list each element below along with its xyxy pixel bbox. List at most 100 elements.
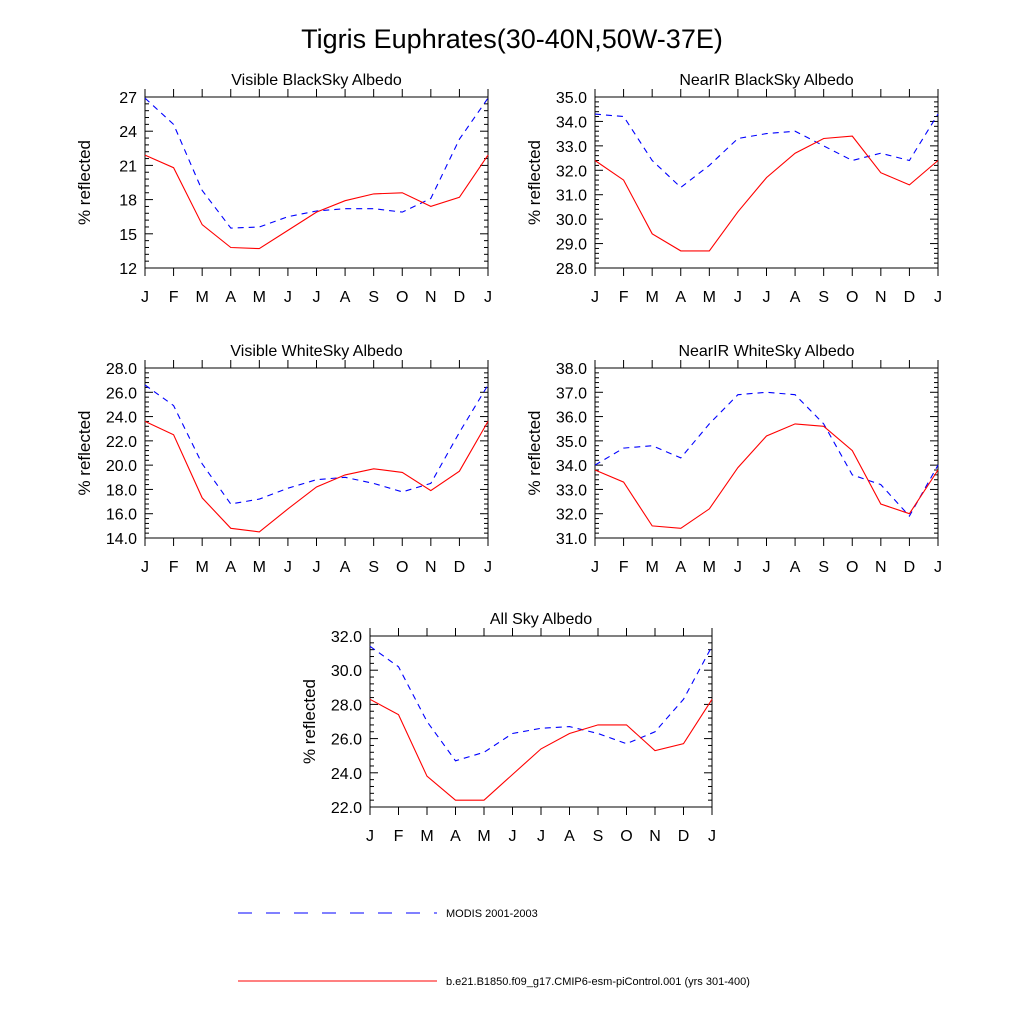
x-tick-label: J [537,828,545,845]
y-tick-label: 24.0 [106,410,137,427]
y-tick-label: 32.0 [556,507,587,524]
y-tick-label: 22.0 [106,434,137,451]
x-tick-label: O [620,828,632,845]
panel-title: NearIR BlackSky Albedo [679,72,853,89]
series-line-modis [144,384,489,505]
x-tick-label: F [619,289,629,306]
plot-frame [144,367,489,539]
x-tick-label: N [425,559,437,576]
series-line-model [594,135,939,252]
y-tick-label: 35.0 [556,434,587,451]
y-tick-label: 18.0 [106,482,137,499]
x-tick-label: J [591,289,599,306]
y-tick-label: 33.0 [556,139,587,156]
x-tick-label: M [703,559,716,576]
y-tick-label: 15 [119,227,137,244]
x-tick-label: A [790,559,801,576]
x-tick-label: D [454,559,466,576]
x-tick-label: O [396,289,408,306]
x-tick-label: M [196,559,209,576]
y-tick-label: 30.0 [331,663,362,680]
y-tick-label: 35.0 [556,90,587,107]
x-tick-label: M [646,559,659,576]
x-tick-label: A [790,289,801,306]
chart-panel-1: Visible BlackSky Albedo % reflected 12 15 18… [75,72,492,306]
x-tick-label: J [708,828,716,845]
series-line-modis [144,97,489,229]
x-tick-label: S [818,289,829,306]
plot-frame [594,96,939,269]
x-tick-label: J [734,559,742,576]
panel-title: NearIR WhiteSky Albedo [678,343,854,360]
x-tick-label: A [675,559,686,576]
y-tick-label: 12 [119,261,137,278]
x-tick-label: M [253,289,266,306]
series-line-model [144,154,489,250]
y-tick-label: 21 [119,158,137,175]
x-tick-label: J [313,559,321,576]
series-line-modis [594,391,939,518]
x-tick-label: J [509,828,517,845]
x-tick-label: J [484,289,492,306]
x-tick-label: O [846,559,858,576]
y-axis-label: % reflected [300,679,319,764]
y-tick-label: 31.0 [556,188,587,205]
x-tick-label: A [450,828,461,845]
y-tick-label: 28.0 [556,261,587,278]
x-tick-label: M [477,828,490,845]
x-tick-label: F [169,559,179,576]
y-tick-label: 31.0 [556,531,587,548]
x-tick-label: A [225,289,236,306]
x-tick-label: J [934,289,942,306]
y-tick-label: 29.0 [556,237,587,254]
figure-title: Tigris Euphrates(30-40N,50W-37E) [301,24,723,54]
series-line-modis [594,113,939,189]
x-tick-label: N [875,559,887,576]
x-tick-label: S [368,559,379,576]
y-tick-label: 24.0 [331,766,362,783]
panel-title: All Sky Albedo [490,611,592,628]
y-tick-label: 16.0 [106,507,137,524]
y-tick-label: 26.0 [331,732,362,749]
y-tick-label: 32.0 [331,629,362,646]
y-tick-label: 27 [119,90,137,107]
x-tick-label: A [340,289,351,306]
x-tick-label: J [484,559,492,576]
x-tick-label: J [284,289,292,306]
x-tick-label: F [619,559,629,576]
y-tick-label: 18 [119,193,137,210]
y-tick-label: 26.0 [106,385,137,402]
y-tick-label: 28.0 [331,697,362,714]
chart-panel-3: Visible WhiteSky Albedo % reflected 14.0 16… [75,343,492,576]
x-tick-label: N [425,289,437,306]
x-tick-label: J [934,559,942,576]
x-tick-label: A [340,559,351,576]
x-tick-label: M [253,559,266,576]
y-axis-label: % reflected [525,140,544,225]
y-tick-label: 22.0 [331,800,362,817]
chart-panel-4: NearIR WhiteSky Albedo % reflected 31.0 32.… [525,343,942,576]
chart-panel-2: NearIR BlackSky Albedo % reflected 28.0 29.… [525,72,942,306]
x-tick-label: D [678,828,690,845]
y-tick-label: 36.0 [556,410,587,427]
x-tick-label: M [420,828,433,845]
x-tick-label: J [313,289,321,306]
x-tick-label: D [904,289,916,306]
panel-title: Visible WhiteSky Albedo [230,343,402,360]
x-tick-label: M [196,289,209,306]
panel-title: Visible BlackSky Albedo [231,72,402,89]
x-tick-label: J [141,289,149,306]
x-tick-label: J [763,289,771,306]
x-tick-label: M [646,289,659,306]
x-tick-label: S [593,828,604,845]
y-tick-label: 24 [119,124,137,141]
y-tick-label: 33.0 [556,482,587,499]
x-tick-label: S [368,289,379,306]
legend: MODIS 2001-2003 b.e21.B1850.f09_g17.CMIP6… [238,908,750,988]
chart-panel-5: All Sky Albedo % reflected 22.0 24.0 26.0 28.… [300,611,716,845]
x-tick-label: J [763,559,771,576]
y-tick-label: 34.0 [556,458,587,475]
x-tick-label: O [396,559,408,576]
x-tick-label: J [366,828,374,845]
x-tick-label: O [846,289,858,306]
